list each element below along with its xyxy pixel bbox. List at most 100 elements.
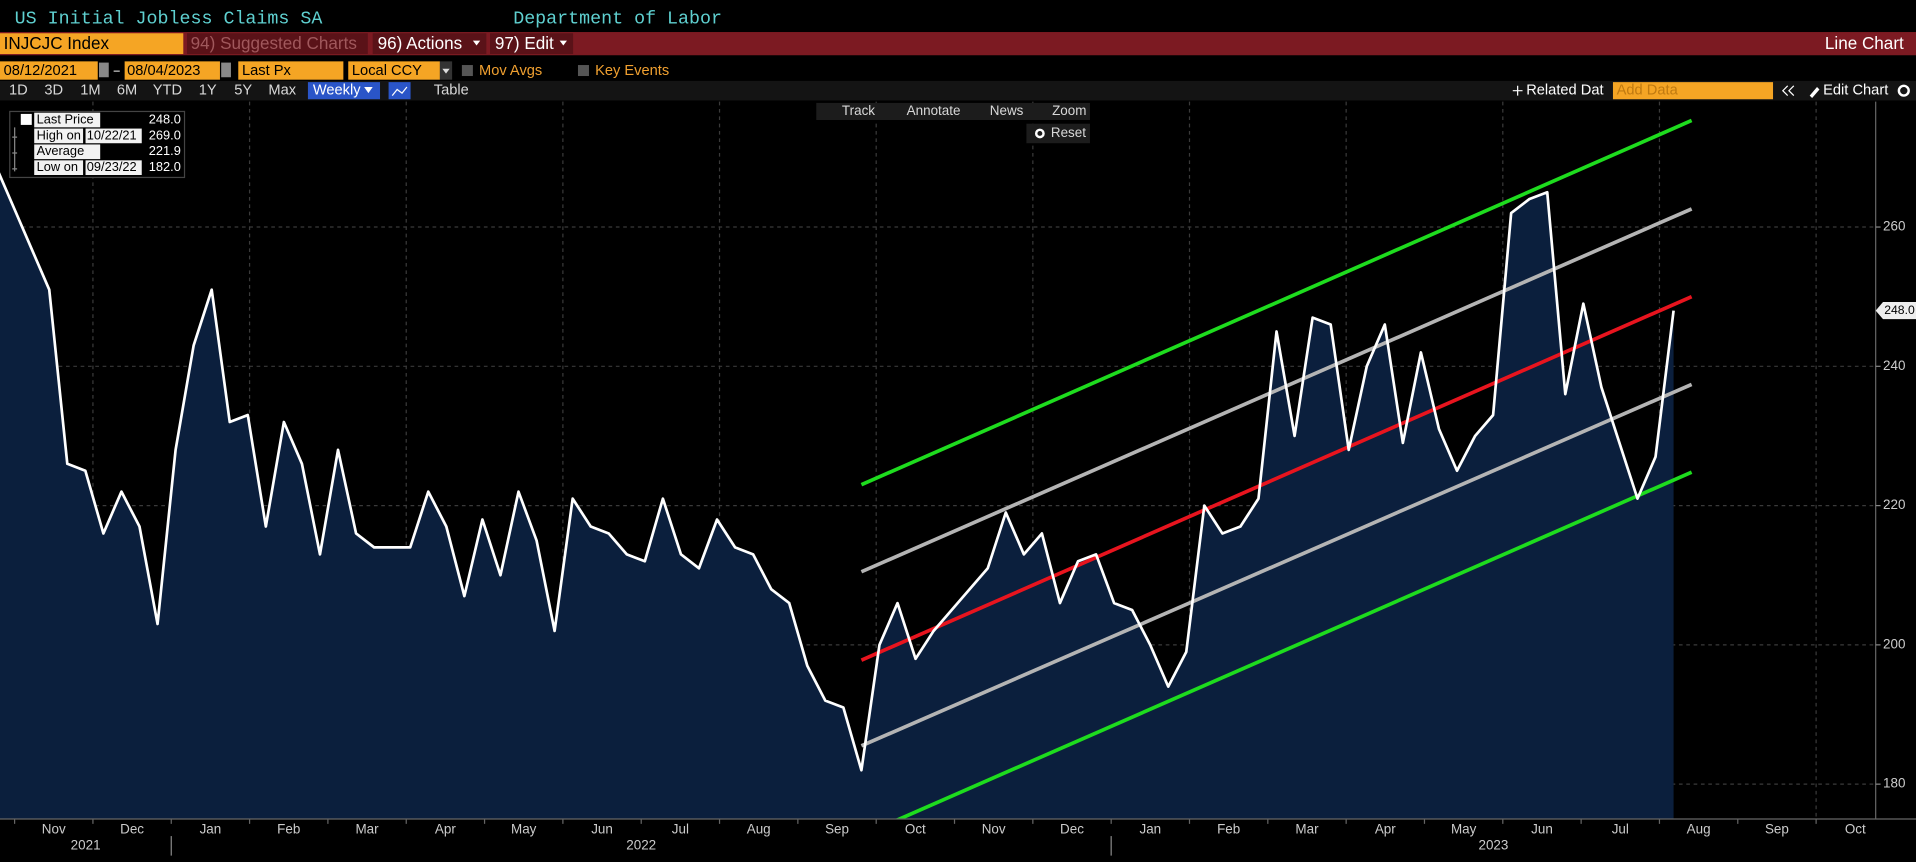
suggested-button[interactable] [186, 33, 368, 55]
legend-icons [12, 127, 18, 172]
edit-chart[interactable]: Edit Chart [1823, 83, 1888, 99]
actions-button[interactable] [372, 33, 487, 55]
table[interactable]: Table [434, 83, 469, 99]
x-tick-label: Nov [982, 822, 1006, 837]
legend-label: Last Price [37, 111, 94, 126]
dropdown-arrow [442, 68, 450, 74]
actions[interactable]: 96) Actions [378, 34, 463, 53]
currency[interactable]: Local CCY [352, 63, 422, 79]
x-tick-label: Jun [1531, 822, 1553, 837]
related-data[interactable]: Related Dat [1526, 83, 1603, 99]
collapse-icon[interactable] [1781, 85, 1795, 97]
y-tick-label: 260 [1883, 219, 1905, 234]
mov-avgs[interactable]: Mov Avgs [479, 63, 542, 79]
x-tick-label: May [511, 822, 537, 837]
pencil-icon [1809, 87, 1820, 99]
dropdown-arrow [559, 40, 567, 46]
end-date[interactable]: 08/04/2023 [127, 63, 200, 79]
ticker-box[interactable] [0, 33, 184, 55]
field[interactable]: Last Px [242, 63, 292, 79]
plot-area [0, 118, 1693, 819]
range-button[interactable]: 1Y [199, 83, 217, 99]
legend-date-bg [85, 128, 142, 144]
range-buttons: 1D 3D 1M 6M YTD 1Y 5Y Max [9, 83, 297, 99]
x-tick-label: Feb [1217, 822, 1240, 837]
suggested-charts[interactable]: 94) Suggested Charts [191, 34, 357, 53]
x-tick-label: May [1451, 822, 1477, 837]
range-button[interactable]: 6M [117, 83, 137, 99]
settings-icon[interactable] [1897, 84, 1910, 97]
legend-date: 09/23/22 [87, 159, 137, 174]
chart-tool[interactable]: Annotate [907, 103, 961, 118]
chart-style-icon [391, 86, 408, 96]
start-date[interactable]: 08/12/2021 [4, 63, 77, 79]
chart-tool[interactable]: News [990, 103, 1024, 118]
legend-label: High on [37, 127, 81, 142]
x-tick-label: Sep [825, 822, 849, 837]
legend-label-bg [34, 112, 101, 128]
reset[interactable]: Reset [1051, 125, 1086, 140]
add-data-box[interactable] [1612, 82, 1774, 100]
currency-box[interactable] [348, 61, 440, 80]
frequency[interactable]: Weekly [313, 83, 361, 99]
reset-button[interactable] [1026, 123, 1090, 144]
plus-icon [1512, 85, 1523, 96]
range-button[interactable]: 3D [44, 83, 63, 99]
last-price-label: 248.0 [1884, 303, 1915, 317]
trend-channel [860, 294, 1693, 662]
x-tick-label: Oct [905, 822, 926, 837]
chart: 180 200 220 240 260 248.0 Nov Dec Jan Feb Mar Apr Ma… [0, 101, 1916, 856]
x-tick-label: Jan [1139, 822, 1161, 837]
year-label: 2023 [1478, 837, 1508, 852]
checkbox[interactable] [577, 65, 589, 77]
checkbox[interactable] [461, 65, 473, 77]
range-button[interactable]: Max [268, 83, 296, 99]
legend-value: 269.0 [149, 127, 181, 142]
edit-button[interactable] [489, 33, 574, 55]
chart-tools: Track Annotate News Zoom [842, 103, 1087, 118]
x-tick-label: Mar [355, 822, 379, 837]
x-tick-label: Sep [1765, 822, 1789, 837]
calendar-icon[interactable] [98, 62, 109, 78]
chart-tool[interactable]: Zoom [1052, 103, 1086, 118]
legend-date: 10/22/21 [87, 127, 137, 142]
legend-label-bg [34, 128, 84, 144]
legend-label-bg [34, 160, 84, 176]
legend: Last Price 248.0 High on 10/22/21 269.0 Avera… [9, 110, 186, 179]
calendar-icon[interactable] [221, 62, 231, 78]
range-bar [0, 80, 1916, 101]
legend-date-bg [85, 160, 142, 176]
edit[interactable]: 97) Edit [495, 34, 554, 53]
range-button[interactable]: 1D [9, 83, 28, 99]
year-label: 2022 [626, 837, 656, 852]
end-date-box[interactable] [124, 61, 220, 80]
x-tick-label: Dec [1060, 822, 1084, 837]
add-data[interactable]: Add Data [1617, 83, 1679, 99]
source: Department of Labor [513, 8, 722, 29]
chart-tool[interactable]: Track [842, 103, 875, 118]
field-box[interactable] [238, 61, 344, 80]
start-date-box[interactable] [0, 61, 98, 80]
frequency-button[interactable] [307, 82, 381, 100]
x-tick-label: Nov [42, 822, 66, 837]
reset-icon [1037, 131, 1043, 136]
y-tick-label: 240 [1883, 358, 1905, 373]
ticker[interactable]: INJCJC Index [4, 34, 110, 53]
x-tick-label: Jun [591, 822, 613, 837]
x-tick-label: Jul [672, 822, 689, 837]
price-line [0, 172, 1675, 772]
dropdown-arrow [472, 40, 481, 46]
key-events[interactable]: Key Events [595, 63, 669, 79]
legend-label: Low on [37, 159, 78, 174]
range-button[interactable]: YTD [153, 83, 182, 99]
trend-channel [895, 470, 1693, 819]
range-button[interactable]: 1M [80, 83, 100, 99]
x-tick-label: Aug [747, 822, 771, 837]
trend-channel [860, 118, 1693, 487]
x-tick-label: Mar [1295, 822, 1319, 837]
range-button[interactable]: 5Y [234, 83, 252, 99]
x-tick-label: Dec [120, 822, 144, 837]
legend-label-bg [34, 144, 101, 160]
legend-label: Average [37, 143, 85, 158]
y-tick-label: 220 [1883, 497, 1905, 512]
